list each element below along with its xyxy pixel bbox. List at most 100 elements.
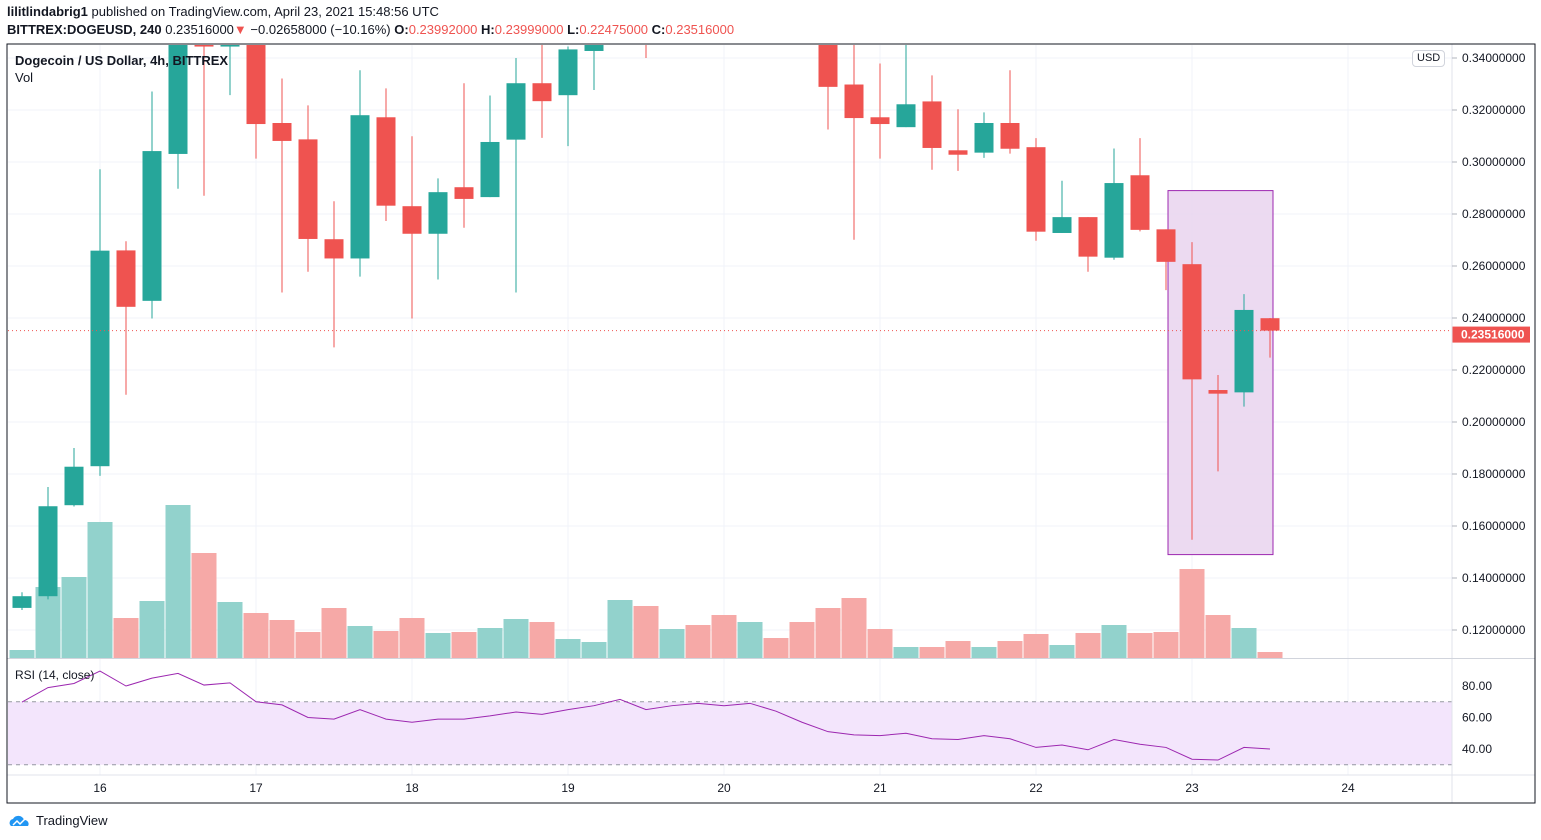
price-tick-label: 0.28000000 bbox=[1462, 207, 1526, 221]
last-price: 0.23516000 bbox=[165, 22, 234, 37]
candle-body bbox=[1234, 309, 1254, 393]
chart-legend-title[interactable]: Dogecoin / US Dollar, 4h, BITTREX bbox=[15, 53, 229, 68]
candle-body bbox=[38, 506, 58, 597]
volume-bar bbox=[191, 553, 217, 658]
volume-bar bbox=[503, 619, 529, 658]
candle-body bbox=[741, 0, 760, 6]
candle-body bbox=[454, 187, 474, 199]
volume-bar bbox=[1101, 625, 1127, 658]
time-tick-label: 17 bbox=[249, 781, 263, 795]
volume-bar bbox=[685, 625, 711, 658]
time-tick-label: 20 bbox=[717, 781, 731, 795]
price-tick-label: 0.18000000 bbox=[1462, 467, 1526, 481]
candles bbox=[12, 0, 1280, 610]
volume-bar bbox=[1075, 633, 1101, 658]
tradingview-logo[interactable]: TradingView bbox=[8, 813, 108, 828]
candle-body bbox=[506, 83, 526, 140]
price-tick-label: 0.16000000 bbox=[1462, 519, 1526, 533]
volume-bar bbox=[945, 641, 971, 658]
candle-body bbox=[220, 45, 240, 47]
candle-body bbox=[637, 0, 656, 6]
high-label: H: bbox=[481, 22, 495, 37]
price-tick-label: 0.26000000 bbox=[1462, 259, 1526, 273]
publish-text: published on TradingView.com, April 23, … bbox=[91, 4, 439, 19]
candle-body bbox=[12, 596, 32, 608]
volume-bar bbox=[737, 622, 763, 658]
candle-body bbox=[428, 192, 448, 234]
high-value: 0.23999000 bbox=[494, 22, 564, 37]
volume-bar bbox=[607, 600, 633, 658]
time-tick-label: 19 bbox=[561, 781, 575, 795]
volume-legend[interactable]: Vol bbox=[15, 70, 34, 85]
candle-body bbox=[663, 0, 682, 6]
symbol: BITTREX:DOGEUSD, 240 bbox=[7, 22, 162, 37]
candle-body bbox=[298, 139, 318, 239]
candle-body bbox=[896, 104, 916, 128]
candle-body bbox=[844, 84, 864, 119]
volume-bar bbox=[789, 622, 815, 658]
candle-body bbox=[1182, 264, 1202, 380]
candle-body bbox=[272, 123, 292, 141]
candle-body bbox=[532, 83, 552, 102]
price-tick-label: 0.14000000 bbox=[1462, 571, 1526, 585]
volume-bar bbox=[555, 639, 581, 658]
volume-bar bbox=[633, 606, 659, 658]
time-tick-label: 24 bbox=[1341, 781, 1355, 795]
candle-body bbox=[324, 239, 344, 259]
volume-bar bbox=[1179, 569, 1205, 658]
time-tick-label: 18 bbox=[405, 781, 419, 795]
candle-body bbox=[922, 101, 942, 148]
rsi-legend[interactable]: RSI (14, close) bbox=[15, 668, 95, 682]
volume-bar bbox=[1231, 628, 1257, 658]
candle-body bbox=[974, 123, 994, 153]
volume-bar bbox=[919, 647, 945, 658]
price-tick-label: 0.34000000 bbox=[1462, 51, 1526, 65]
last-price-tag bbox=[1452, 326, 1530, 343]
candle-body bbox=[870, 117, 890, 125]
volume-bar bbox=[61, 577, 87, 658]
candle-body bbox=[611, 6, 630, 32]
publish-info: lilitlindabrig1 published on TradingView… bbox=[7, 4, 439, 19]
author-name[interactable]: lilitlindabrig1 bbox=[7, 4, 88, 19]
volume-bar bbox=[1153, 632, 1179, 658]
volume-bar bbox=[867, 629, 893, 658]
candle-body bbox=[1104, 183, 1124, 258]
volume-bar bbox=[425, 633, 451, 658]
volume-bar bbox=[815, 608, 841, 658]
candle-body bbox=[116, 250, 136, 307]
candle-body bbox=[948, 150, 968, 155]
candle-body bbox=[64, 466, 84, 506]
candle-body bbox=[376, 117, 396, 206]
time-tick-label: 21 bbox=[873, 781, 887, 795]
volume-bar bbox=[529, 622, 555, 658]
price-tick-label: 0.20000000 bbox=[1462, 415, 1526, 429]
candle-body bbox=[480, 141, 500, 198]
volume-bar bbox=[659, 629, 685, 658]
currency-badge[interactable]: USD bbox=[1412, 50, 1446, 67]
candle-body bbox=[584, 45, 604, 51]
open-label: O: bbox=[394, 22, 409, 37]
time-tick-label: 22 bbox=[1029, 781, 1043, 795]
rsi-line bbox=[21, 670, 1271, 761]
volume-bar bbox=[295, 632, 321, 658]
volume-bar bbox=[269, 620, 295, 658]
candle-body bbox=[1026, 147, 1046, 232]
symbol-info: BITTREX:DOGEUSD, 240 0.23516000▼ −0.0265… bbox=[7, 22, 734, 37]
close-value: 0.23516000 bbox=[665, 22, 735, 37]
candle-body bbox=[402, 206, 422, 234]
volume-bar bbox=[399, 618, 425, 658]
volume-bar bbox=[139, 601, 165, 658]
price-change: −0.02658000 (−10.16%) bbox=[250, 22, 391, 37]
volume-bar bbox=[9, 650, 35, 658]
volume-bars bbox=[9, 505, 1283, 658]
close-label: C: bbox=[651, 22, 666, 37]
candle-body bbox=[1052, 217, 1072, 233]
volume-bar bbox=[1205, 615, 1231, 658]
volume-bar bbox=[243, 613, 269, 658]
volume-bar bbox=[321, 608, 347, 658]
candle-body bbox=[1130, 175, 1150, 230]
candle-body bbox=[558, 49, 578, 96]
rsi-tick-label: 80.00 bbox=[1462, 679, 1492, 693]
rsi-tick-label: 60.00 bbox=[1462, 711, 1492, 725]
